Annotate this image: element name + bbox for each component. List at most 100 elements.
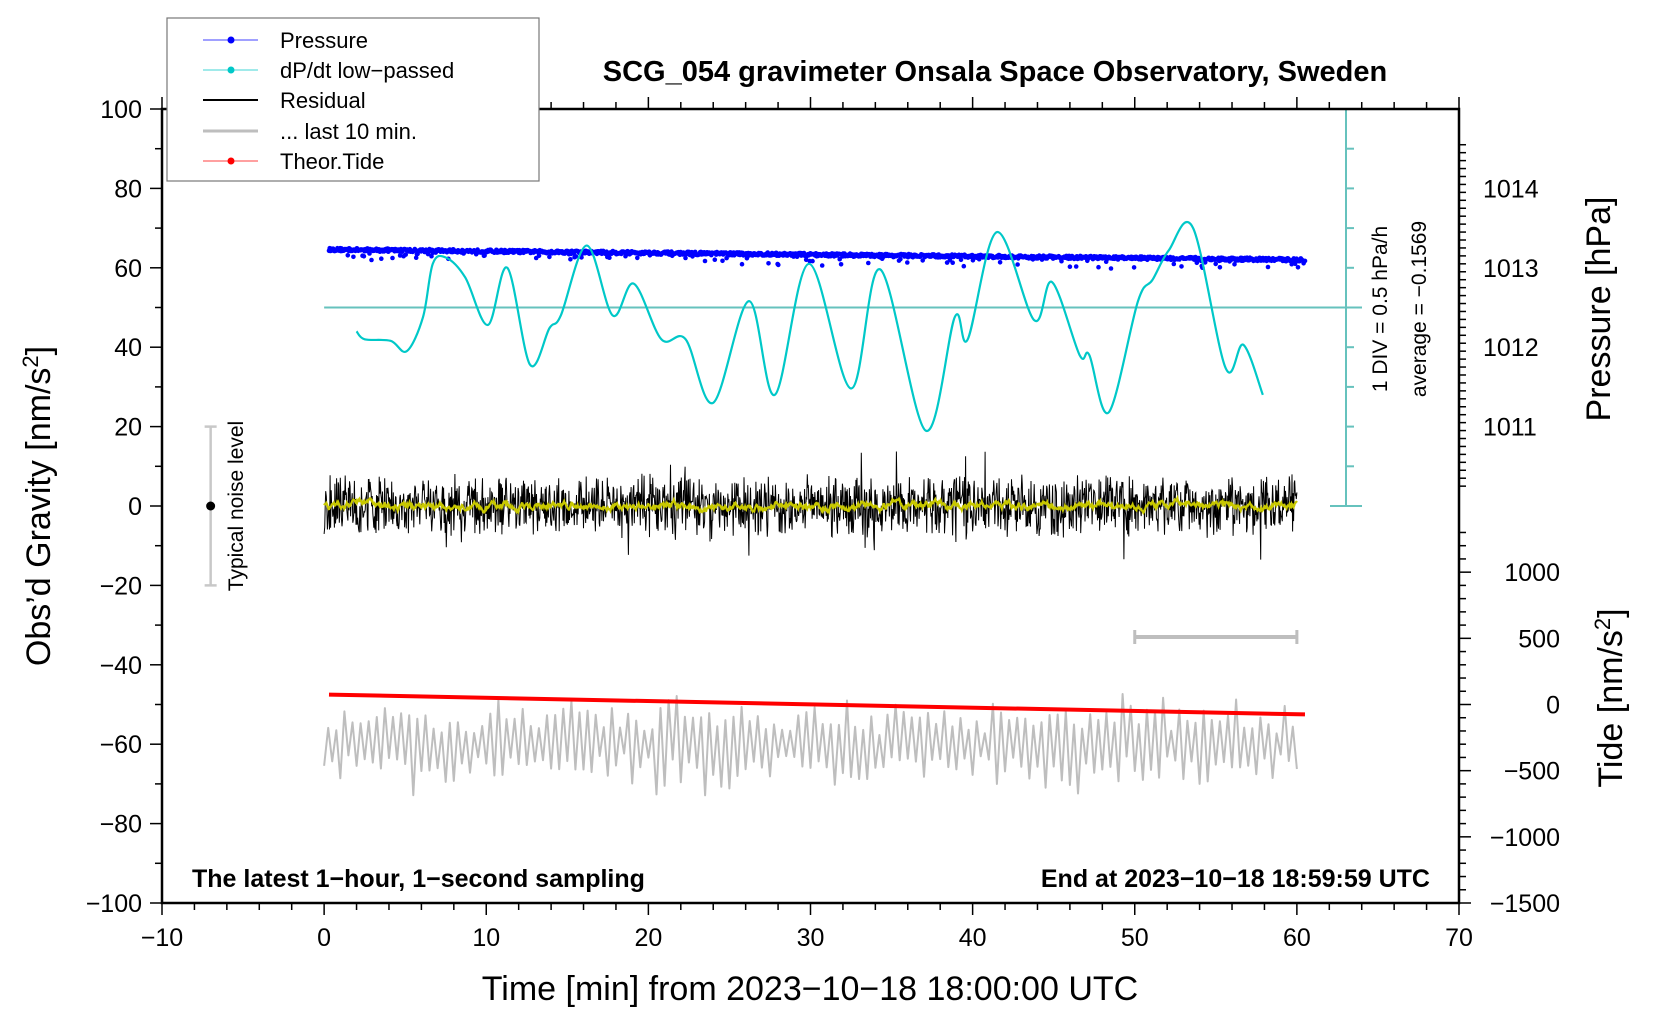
y-tick-label: 60	[114, 255, 142, 283]
pressure-point	[1059, 258, 1064, 264]
pressure-point	[635, 255, 640, 261]
annotation-latest-hour: The latest 1−hour, 1−second sampling	[192, 865, 645, 893]
pressure-point	[1131, 265, 1137, 270]
y-tick-label: 20	[114, 414, 142, 442]
x-tick-label: 0	[317, 924, 331, 952]
y-axis-label: Obs’d Gravity [nm/s2]	[18, 346, 58, 666]
pressure-point	[950, 260, 955, 266]
pressure-point	[803, 257, 809, 263]
pressure-point	[1302, 258, 1308, 264]
pressure-point	[766, 261, 771, 266]
pressure-point	[547, 254, 552, 260]
tide-tick-label: 1000	[1504, 559, 1560, 587]
axes: −10 0 10 20 30 40 50 60 70−100−80−60−40−20020406…	[86, 96, 1560, 952]
pressure-point	[379, 256, 384, 262]
series-pressure	[326, 245, 1308, 271]
tide-tick-label: −1500	[1490, 890, 1560, 918]
pressure-point	[712, 257, 718, 263]
pressure-point	[720, 258, 725, 264]
legend-entry-tide: Theor.Tide	[203, 149, 384, 174]
pressure-point	[573, 254, 579, 259]
pressure-point	[361, 253, 367, 259]
tide-tick-label: 0	[1546, 692, 1560, 720]
y-tick-label: 80	[114, 175, 142, 203]
pressure-tick-label: 1012	[1483, 334, 1539, 362]
pressure-point	[390, 255, 395, 261]
pressure-point	[1265, 264, 1271, 270]
pressure-point	[898, 256, 903, 262]
legend-label: Residual	[280, 88, 366, 113]
pressure-point	[739, 261, 745, 267]
x-tick-label: 30	[797, 924, 825, 952]
pressure-point	[776, 262, 781, 268]
pressure-point	[958, 257, 964, 263]
pressure-point	[838, 262, 844, 267]
noise-level-label: Typical noise level	[225, 421, 248, 591]
series-dpdt	[355, 220, 1264, 432]
pressure-point	[1073, 264, 1079, 269]
series-residual-smoothed	[323, 494, 1298, 516]
pressure-point	[536, 253, 542, 258]
pressure-point	[403, 252, 409, 257]
noise-level-dot	[206, 501, 216, 511]
pressure-tick-label: 1013	[1483, 255, 1539, 283]
pressure-point	[351, 254, 356, 260]
pressure-point	[397, 253, 403, 258]
pressure-point	[905, 260, 910, 265]
x-tick-label: 10	[472, 924, 500, 952]
y-tick-label: −100	[86, 890, 142, 918]
series-last10	[323, 693, 1298, 797]
y-tick-label: −40	[100, 652, 142, 680]
legend-entry-pressure: Pressure	[203, 28, 368, 53]
div-label: 1 DIV = 0.5 hPa/h	[1369, 226, 1392, 392]
y-tick-label: 40	[114, 334, 142, 362]
pressure-point	[1295, 265, 1301, 270]
legend-marker	[227, 157, 235, 165]
legend-label: dP/dt low−passed	[280, 58, 454, 83]
pressure-point	[724, 255, 729, 261]
legend-entry-last10: ... last 10 min.	[203, 119, 417, 144]
plot-area	[204, 108, 1362, 797]
pressure-point	[1015, 262, 1020, 267]
pressure-point	[369, 257, 374, 263]
pressure-point	[970, 258, 976, 263]
pressure-point	[1096, 264, 1101, 270]
pressure-point	[702, 258, 708, 264]
pressure-tick-label: 1011	[1483, 414, 1537, 442]
annotation-end-time: End at 2023−10−18 18:59:59 UTC	[1041, 865, 1430, 893]
pressure-point	[1179, 264, 1184, 269]
tide-axis-label: Tide [nm/s2]	[1590, 608, 1630, 787]
chart-title: SCG_054 gravimeter Onsala Space Observat…	[603, 56, 1387, 88]
tide-tick-label: 500	[1518, 625, 1560, 653]
pressure-axis-label: Pressure [hPa]	[1580, 197, 1618, 422]
pressure-point	[819, 263, 825, 268]
x-tick-label: 50	[1121, 924, 1149, 952]
y-tick-label: −20	[100, 572, 142, 600]
legend-entry-residual: Residual	[203, 88, 366, 113]
pressure-point	[607, 255, 612, 260]
pressure-point	[997, 260, 1003, 265]
series-tide	[328, 692, 1306, 717]
x-tick-label: 40	[959, 924, 987, 952]
pressure-point	[683, 255, 688, 261]
x-tick-label: 70	[1445, 924, 1473, 952]
pressure-point	[1213, 261, 1218, 267]
tide-tick-label: −500	[1504, 758, 1560, 786]
legend-entry-dpdt: dP/dt low−passed	[203, 58, 454, 83]
pressure-point	[1232, 262, 1237, 267]
tide-tick-label: −1000	[1490, 824, 1560, 852]
legend-marker	[227, 36, 235, 44]
pressure-point	[866, 260, 871, 266]
pressure-point	[1171, 261, 1177, 267]
pressure-point	[810, 258, 815, 264]
legend-label: Pressure	[280, 28, 368, 53]
x-tick-label: 20	[634, 924, 662, 952]
pressure-point	[345, 253, 351, 258]
pressure-point	[961, 263, 967, 269]
pressure-tick-label: 1014	[1483, 175, 1539, 203]
pressure-point	[1067, 264, 1073, 270]
pressure-point	[568, 257, 573, 262]
legend-marker	[227, 66, 235, 74]
pressure-point	[413, 255, 419, 260]
